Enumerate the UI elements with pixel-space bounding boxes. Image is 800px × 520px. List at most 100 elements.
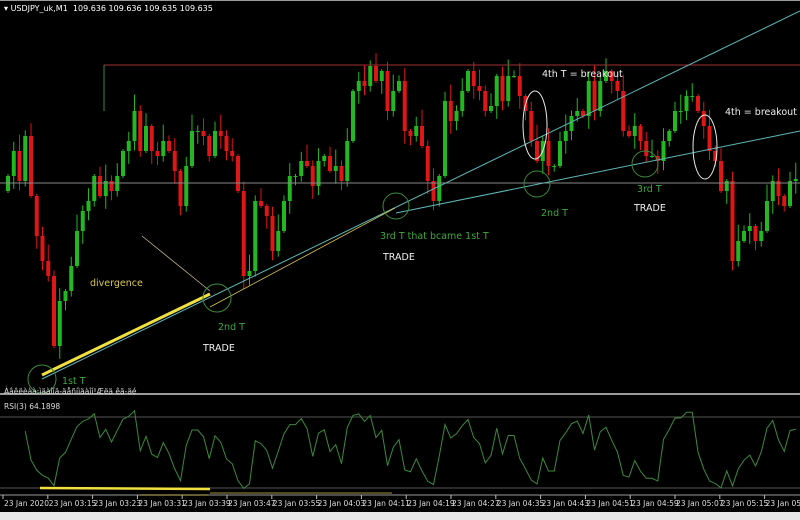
candle bbox=[132, 94, 137, 151]
candle bbox=[650, 139, 654, 158]
candle-body bbox=[126, 141, 131, 151]
candle-body bbox=[75, 231, 79, 266]
candle-body bbox=[316, 161, 321, 186]
candle bbox=[236, 154, 240, 193]
time-tick-label: 23 Jan 03:15 bbox=[48, 499, 97, 508]
candle-body bbox=[322, 156, 327, 161]
candle-body bbox=[678, 111, 683, 112]
candle bbox=[506, 59, 511, 107]
candle-body bbox=[701, 111, 706, 126]
candle-body bbox=[489, 106, 493, 111]
candle-body bbox=[408, 131, 413, 136]
candle bbox=[776, 168, 781, 206]
annotation-3rd-t-became-1st: 3rd T that bcame 1st T bbox=[380, 231, 489, 242]
candle-body bbox=[546, 141, 551, 166]
candle-body bbox=[650, 156, 654, 157]
time-tick-label: 23 Jan 03:23 bbox=[93, 499, 142, 508]
time-tick-label: 23 Jan 04:27 bbox=[452, 499, 500, 508]
trendline-second bbox=[395, 130, 800, 214]
candle bbox=[638, 124, 643, 151]
candle-body bbox=[512, 76, 516, 77]
candle bbox=[707, 109, 712, 161]
candle-body bbox=[448, 101, 453, 121]
candle-body bbox=[29, 136, 33, 196]
candle bbox=[172, 138, 177, 184]
candle bbox=[144, 113, 148, 153]
yellow-trendline-thick bbox=[41, 292, 211, 377]
candle bbox=[770, 175, 775, 214]
candle bbox=[782, 194, 787, 212]
annotation-2nd-t-b: 2nd T bbox=[541, 208, 568, 219]
candle-body bbox=[109, 181, 114, 191]
candle-body bbox=[138, 111, 143, 151]
candle bbox=[586, 71, 591, 129]
candle bbox=[241, 181, 246, 289]
candle bbox=[310, 160, 315, 199]
candle-body bbox=[207, 136, 212, 156]
candle-body bbox=[339, 166, 344, 181]
breakout-ellipse-2 bbox=[692, 114, 718, 180]
candle bbox=[414, 116, 419, 142]
annotation-3rd-t: 3rd T bbox=[637, 184, 662, 195]
candle bbox=[736, 224, 741, 267]
touch-circle-3 bbox=[382, 192, 410, 220]
candle bbox=[259, 188, 263, 208]
candle-body bbox=[253, 201, 258, 271]
candle bbox=[103, 164, 108, 209]
candle-body bbox=[184, 166, 189, 206]
yellow-trendline-thin bbox=[209, 207, 396, 308]
candle-body bbox=[121, 151, 125, 176]
trendline-main bbox=[41, 10, 800, 380]
candle-body bbox=[431, 181, 436, 201]
candle bbox=[195, 125, 200, 144]
candle bbox=[126, 131, 131, 164]
candle-body bbox=[477, 86, 482, 91]
candle bbox=[333, 149, 338, 184]
annotation-trade-b: TRADE bbox=[383, 252, 415, 263]
touch-circle-1 bbox=[27, 364, 57, 394]
candle bbox=[500, 66, 505, 111]
candle-body bbox=[621, 91, 626, 131]
candle-body bbox=[282, 201, 286, 231]
candle-body bbox=[368, 66, 373, 86]
candle-body bbox=[707, 126, 712, 151]
candle bbox=[57, 288, 62, 359]
candle bbox=[609, 69, 614, 94]
rsi-label: RSI(3) 64.1898 bbox=[4, 402, 61, 411]
candle bbox=[109, 175, 114, 201]
candle-body bbox=[178, 171, 183, 206]
candle bbox=[667, 129, 672, 147]
candle-body bbox=[581, 111, 585, 116]
candle bbox=[46, 244, 51, 282]
candle-body bbox=[190, 131, 194, 166]
candle bbox=[80, 205, 85, 244]
candle-body bbox=[655, 156, 660, 161]
candle bbox=[684, 90, 689, 121]
candle-body bbox=[259, 201, 263, 206]
candle bbox=[161, 124, 166, 162]
candle-body bbox=[552, 166, 557, 167]
candle bbox=[632, 113, 637, 149]
ohlc-readout: 109.636 109.636 109.635 109.635 bbox=[72, 4, 213, 13]
candle-body bbox=[213, 131, 217, 156]
candle-body bbox=[132, 111, 137, 141]
candle-body bbox=[466, 71, 470, 91]
candle bbox=[788, 171, 792, 208]
candle-body bbox=[506, 76, 511, 101]
candle-body bbox=[391, 91, 396, 111]
candle-body bbox=[575, 111, 580, 116]
candle bbox=[213, 121, 217, 158]
candle bbox=[287, 163, 292, 214]
time-tick-label: 23 Jan 05:15 bbox=[720, 499, 769, 508]
candle-body bbox=[385, 71, 390, 111]
candle-body bbox=[500, 76, 505, 101]
candle bbox=[443, 91, 447, 178]
touch-circle-2 bbox=[202, 283, 232, 313]
candle-body bbox=[765, 201, 769, 231]
candle bbox=[391, 74, 396, 117]
candle-body bbox=[420, 126, 424, 146]
annotation-4th-breakout: 4th = breakout bbox=[725, 107, 797, 118]
candle-body bbox=[34, 196, 39, 236]
